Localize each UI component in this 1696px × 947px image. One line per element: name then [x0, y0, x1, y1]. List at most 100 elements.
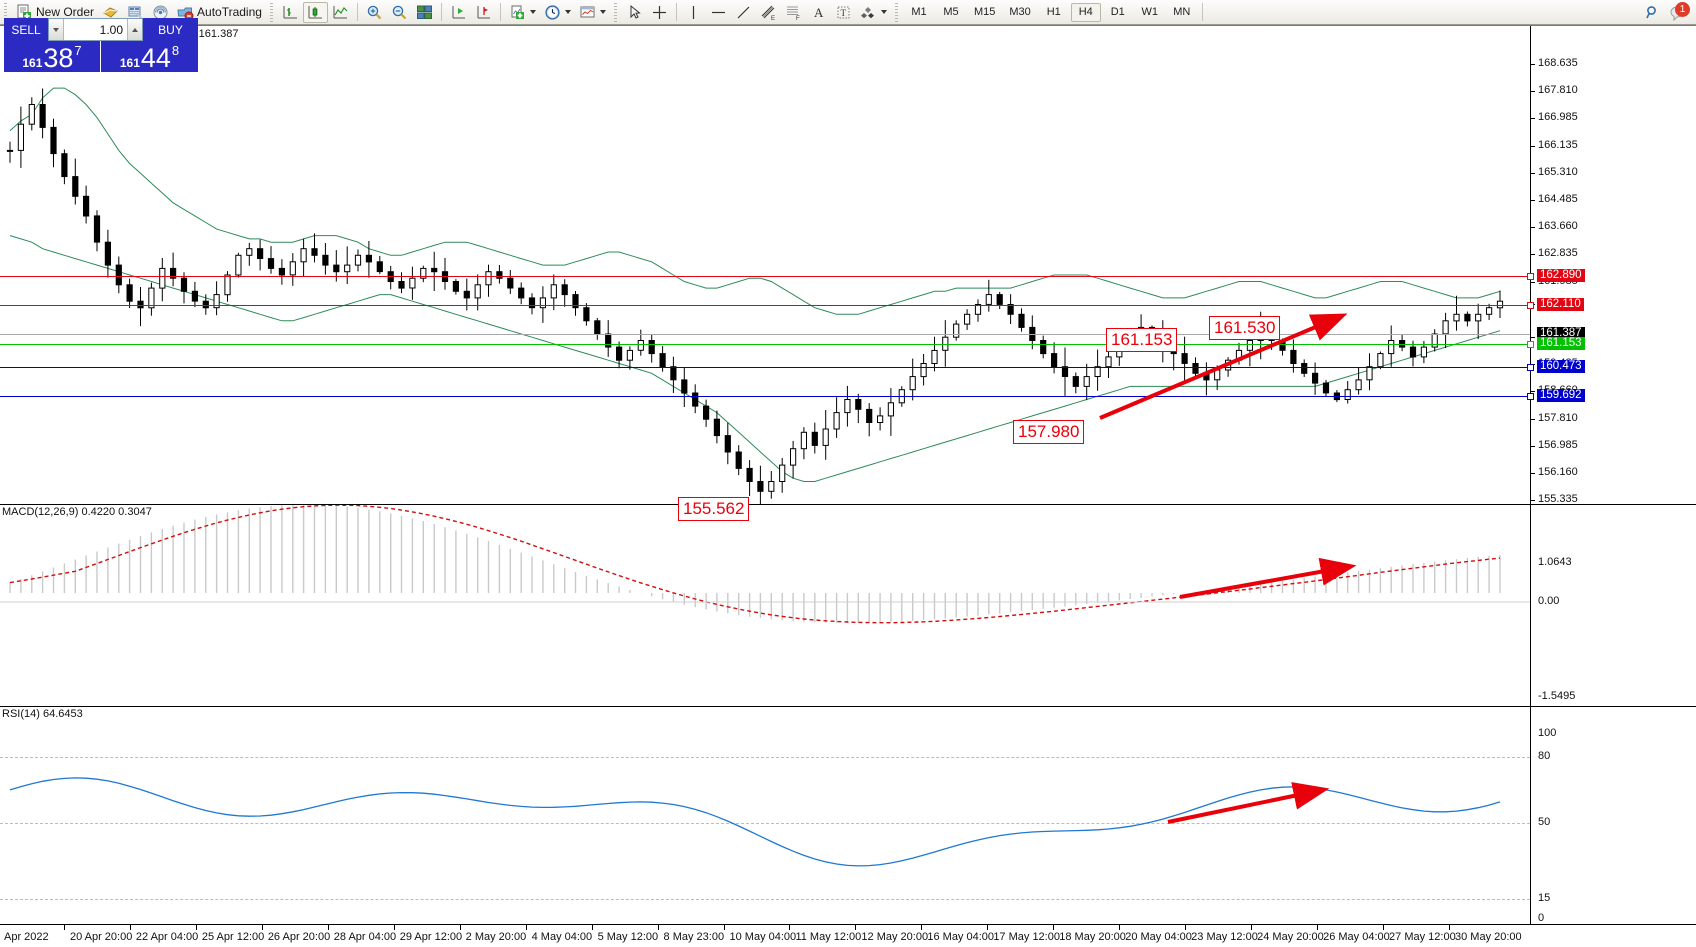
toolbar-grip-3[interactable]: [611, 2, 620, 22]
time-separator: [261, 925, 263, 930]
ask-price-main: 44: [140, 43, 171, 72]
price-tag-159692[interactable]: 159.692: [1537, 389, 1585, 402]
timeframe-m1[interactable]: M1: [911, 6, 927, 18]
callout-161530[interactable]: 161.530: [1209, 316, 1281, 340]
arrows-tool-button[interactable]: [856, 2, 891, 23]
price-tag-handle[interactable]: [1527, 302, 1534, 309]
text-label-tool-button[interactable]: T: [831, 2, 856, 23]
timeframe-m5[interactable]: M5: [943, 6, 959, 18]
crosshair-tool-button[interactable]: [647, 2, 672, 23]
chart-shift-button[interactable]: [446, 2, 471, 23]
ask-price-display[interactable]: 161 44 8: [101, 41, 198, 72]
one-click-trading-panel[interactable]: SELL 1.00 BUY 161 38 7 161 44 8: [4, 18, 198, 72]
price-tick-label: 156.985: [1538, 438, 1578, 451]
price-chart-canvas[interactable]: [0, 26, 1530, 504]
timeframe-m30[interactable]: M30: [1009, 6, 1031, 18]
volume-stepper[interactable]: 1.00: [48, 18, 143, 41]
fibonacci-icon: F: [785, 4, 802, 21]
timeframe-m15[interactable]: M15: [973, 6, 996, 18]
macd-chart-canvas[interactable]: [0, 505, 1530, 707]
timeframe-h1[interactable]: H1: [1046, 6, 1061, 18]
buy-button[interactable]: BUY: [143, 18, 198, 41]
price-tag-162110[interactable]: 162.110: [1537, 298, 1584, 311]
time-axis-label: Apr 2022: [4, 931, 49, 943]
timeframe-w1[interactable]: W1: [1141, 6, 1159, 18]
zoom-in-button[interactable]: [362, 2, 387, 23]
macd-pane[interactable]: MACD(12,26,9) 0.4220 0.3047 1.0643 0.00 -1…: [0, 504, 1696, 706]
price-pane[interactable]: GBPJPY-,H4 161.405 161.415 161.370 161.3…: [0, 26, 1696, 521]
candlestick-chart-button[interactable]: [302, 1, 328, 23]
chart-shift-icon: [450, 4, 467, 21]
price-tag-160473[interactable]: 160.473: [1537, 360, 1585, 373]
vertical-line-tool-button[interactable]: [681, 2, 706, 23]
indicators-chevron-down-icon[interactable]: [529, 10, 536, 14]
bar-chart-button[interactable]: [278, 2, 303, 23]
line-chart-button[interactable]: [328, 2, 353, 23]
zoom-out-button[interactable]: [387, 2, 412, 23]
time-axis-label: 30 May 20:00: [1455, 931, 1522, 943]
period-button[interactable]: [540, 2, 575, 23]
chart-area[interactable]: GBPJPY-,H4 161.405 161.415 161.370 161.3…: [0, 25, 1696, 947]
horizontal-line-tool-button[interactable]: [706, 2, 731, 23]
time-separator: [1449, 925, 1450, 930]
time-axis[interactable]: Apr 2022 20 Apr 20:00 22 Apr 04:00 25 Apr 1…: [0, 924, 1696, 947]
volume-increment-button[interactable]: [127, 19, 142, 40]
price-tag-handle[interactable]: [1527, 341, 1534, 348]
notifications-button[interactable]: 1: [1665, 1, 1690, 23]
price-tick-mark: [1531, 418, 1535, 420]
price-tag-handle[interactable]: [1527, 364, 1534, 371]
price-tick-mark: [1531, 445, 1535, 447]
period-chevron-down-icon[interactable]: [564, 10, 571, 14]
price-tick-label: 162.835: [1538, 247, 1578, 260]
search-button[interactable]: [1640, 2, 1665, 23]
sell-button[interactable]: SELL: [4, 18, 48, 41]
rsi-pane[interactable]: RSI(14) 64.6453 100 80 50 15 0: [0, 706, 1696, 924]
price-tag-handle[interactable]: [1527, 393, 1534, 400]
price-tag-handle[interactable]: [1527, 273, 1534, 280]
arrows-chevron-down-icon[interactable]: [880, 10, 887, 14]
time-axis-label: 18 May 20:00: [1059, 931, 1126, 943]
trendline-tool-button[interactable]: [731, 2, 756, 23]
trendline-icon: [735, 4, 752, 21]
macd-tick-label: 1.0643: [1538, 556, 1572, 568]
equidistant-channel-tool-button[interactable]: E: [756, 2, 781, 23]
toolbar-separator-4: [675, 3, 677, 21]
price-tag-162890[interactable]: 162.890: [1537, 269, 1585, 282]
templates-chevron-down-icon[interactable]: [599, 10, 606, 14]
bid-price-display[interactable]: 161 38 7: [4, 41, 101, 72]
toolbar-grip-2[interactable]: [267, 2, 276, 22]
text-icon: A: [810, 4, 827, 21]
time-axis-label: 24 May 20:00: [1257, 931, 1324, 943]
time-separator: [393, 925, 395, 930]
time-axis-label: 11 May 12:00: [795, 931, 862, 943]
toolbar-grip-4[interactable]: [892, 2, 901, 22]
time-axis-label: 27 May 12:00: [1389, 931, 1456, 943]
timeframe-mn[interactable]: MN: [1173, 6, 1191, 18]
price-tag-161153[interactable]: 161.153: [1537, 337, 1585, 350]
indicators-button[interactable]: [505, 2, 540, 23]
cursor-tool-button[interactable]: [622, 2, 647, 23]
rsi-chart-canvas[interactable]: [0, 707, 1530, 925]
autotrading-button[interactable]: AutoTrading: [173, 2, 266, 23]
templates-button[interactable]: [575, 2, 610, 23]
zoom-out-icon: [391, 4, 408, 21]
time-separator: [459, 925, 461, 930]
callout-161153[interactable]: 161.153: [1106, 328, 1178, 352]
new-order-icon: [16, 4, 33, 21]
time-separator: [987, 925, 989, 930]
volume-value[interactable]: 1.00: [99, 22, 123, 37]
timeframe-h4[interactable]: H4: [1070, 2, 1101, 22]
timeframe-d1[interactable]: D1: [1110, 6, 1125, 18]
price-tag-161387[interactable]: 161.387: [1537, 327, 1585, 340]
tile-windows-button[interactable]: [412, 2, 437, 23]
toolbar-grip[interactable]: [2, 2, 10, 22]
auto-scroll-button[interactable]: [471, 2, 496, 23]
new-order-button[interactable]: New Order: [12, 2, 98, 23]
time-axis-label: 4 May 04:00: [531, 931, 593, 943]
text-tool-button[interactable]: A: [806, 2, 831, 23]
expert-advisors-button[interactable]: [98, 2, 123, 23]
callout-155562[interactable]: 155.562: [678, 497, 750, 521]
fibonacci-tool-button[interactable]: F: [781, 2, 806, 23]
callout-157980[interactable]: 157.980: [1013, 420, 1085, 444]
volume-decrement-button[interactable]: [49, 19, 64, 40]
